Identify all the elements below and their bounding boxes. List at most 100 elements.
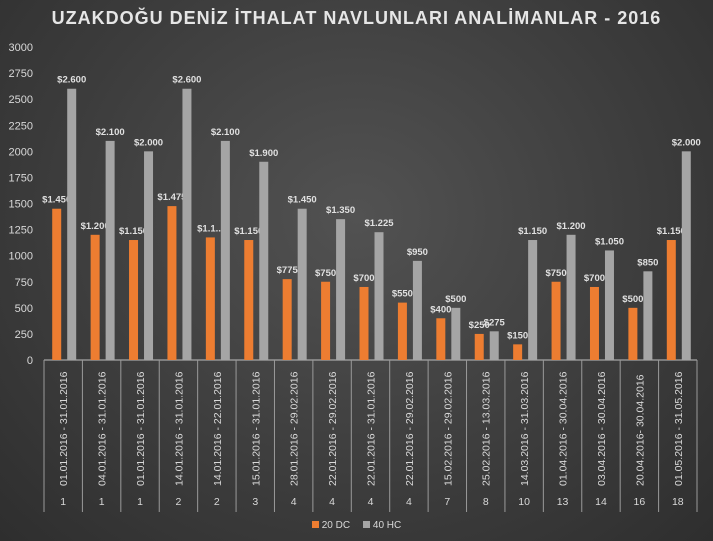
legend-label: 20 DC	[321, 520, 351, 531]
bar-20dc	[167, 206, 177, 360]
bar-20dc	[436, 318, 446, 360]
x-category-label: 15.02.2016 - 29.02.2016	[442, 371, 454, 486]
x-category-label: 28.01.2016 - 29.02.2016	[289, 371, 301, 486]
x-category-label: 14.01.2016 - 22.01.2016	[212, 371, 224, 486]
x-category-label: 01.05.2016 - 31.05.2016	[673, 371, 685, 486]
data-label: $2.100	[96, 127, 125, 138]
bar-20dc	[513, 344, 523, 360]
x-group-label: 1	[137, 496, 143, 508]
data-label: $1.350	[326, 205, 355, 216]
x-group-label: 4	[329, 496, 335, 508]
data-label: $1.450	[288, 195, 317, 206]
x-category-label: 04.01.2016 - 31.01.2016	[97, 371, 109, 486]
y-tick-label: 2250	[9, 120, 33, 132]
bar-20dc	[666, 240, 676, 360]
data-label: $1.150	[234, 226, 263, 237]
bar-40hc	[67, 88, 77, 360]
x-group-label: 7	[444, 496, 450, 508]
bar-20dc	[52, 208, 62, 360]
data-label: $550	[392, 289, 413, 300]
y-tick-label: 500	[15, 303, 33, 315]
y-tick-label: 1500	[9, 199, 33, 211]
data-label: $500	[445, 294, 466, 305]
x-group-label: 1	[60, 496, 66, 508]
legend-item-40hc: 40 HC	[362, 520, 402, 531]
x-group-label: 13	[557, 496, 569, 508]
x-category-label: 01.01.2016 - 31.01.2016	[135, 371, 147, 486]
x-group-label: 2	[214, 496, 220, 508]
x-group-label: 14	[595, 496, 607, 508]
data-label: $400	[430, 304, 451, 315]
data-label: $2.600	[172, 75, 201, 86]
y-tick-label: 2500	[9, 94, 33, 106]
bar-20dc	[551, 281, 561, 360]
y-tick-label: 3000	[9, 42, 33, 54]
bar-20dc	[474, 333, 484, 360]
data-label: $1.475	[157, 192, 187, 203]
bar-40hc	[220, 140, 230, 360]
x-group-label: 4	[291, 496, 297, 508]
data-label: $1.225	[364, 218, 394, 229]
x-group-label: 2	[176, 496, 182, 508]
x-group-label: 1	[99, 496, 105, 508]
bar-40hc	[297, 208, 307, 360]
x-category-label: 15.01.2016 - 31.01.2016	[250, 371, 262, 486]
y-tick-label: 1750	[9, 172, 33, 184]
x-category-label: 14.03.2016 - 31.03.2016	[519, 371, 531, 486]
data-label: $500	[622, 294, 643, 305]
x-category-label: 25.02.2016 - 13.03.2016	[481, 371, 493, 486]
bar-40hc	[528, 240, 538, 360]
x-category-label: 22.01.2016 - 29.02.2016	[404, 371, 416, 486]
x-group-label: 8	[483, 496, 489, 508]
data-label: $2.000	[134, 137, 163, 148]
data-label: $2.000	[672, 137, 701, 148]
data-label: $2.100	[211, 127, 240, 138]
y-tick-label: 750	[15, 277, 33, 289]
data-label: $700	[584, 273, 605, 284]
data-label: $775	[277, 265, 299, 276]
x-category-label: 03.04.2016 - 30.04.2016	[596, 371, 608, 486]
bar-40hc	[259, 161, 269, 360]
bar-20dc	[321, 281, 331, 360]
data-label: $1.150	[119, 226, 148, 237]
bar-20dc	[282, 279, 292, 360]
bar-40hc	[105, 140, 115, 360]
data-label: $275	[484, 317, 506, 328]
x-group-label: 4	[406, 496, 412, 508]
bar-20dc	[589, 286, 599, 360]
y-tick-label: 0	[27, 355, 33, 367]
bar-40hc	[374, 232, 384, 360]
data-label: $850	[637, 257, 658, 268]
data-label: $2.600	[57, 75, 86, 86]
data-label: $1.050	[595, 236, 624, 247]
x-group-label: 10	[518, 496, 530, 508]
bar-40hc	[336, 219, 346, 360]
bar-20dc	[129, 240, 139, 360]
bar-40hc	[489, 331, 499, 360]
y-tick-label: 2750	[9, 68, 33, 80]
x-category-label: 01.04.2016 - 30.04.2016	[558, 371, 570, 486]
x-group-label: 18	[672, 496, 684, 508]
bar-20dc	[205, 237, 215, 360]
data-label: $950	[407, 247, 428, 258]
bar-40hc	[566, 234, 576, 360]
data-label: $700	[353, 273, 374, 284]
data-label: $1.150	[518, 226, 547, 237]
y-tick-label: 250	[15, 329, 33, 341]
x-group-label: 16	[634, 496, 646, 508]
legend-label: 40 HC	[372, 520, 402, 531]
data-label: $1.200	[557, 221, 586, 232]
y-tick-label: 1000	[9, 251, 33, 263]
chart-title: UZAKDOĞU DENİZ İTHALAT NAVLUNLARI ANALİM…	[51, 8, 662, 28]
bar-40hc	[451, 307, 461, 360]
bar-40hc	[643, 271, 653, 360]
x-category-label: 01.01.2016 - 31.01.2016	[58, 371, 70, 486]
legend: 20 DC 40 HC	[0, 520, 713, 531]
legend-item-20dc: 20 DC	[311, 520, 351, 531]
bar-20dc	[397, 302, 407, 360]
bar-20dc	[90, 234, 100, 360]
data-label: $1.450	[42, 195, 71, 206]
data-label: $250	[469, 320, 490, 331]
bar-20dc	[628, 307, 638, 360]
bar-40hc	[182, 88, 192, 360]
